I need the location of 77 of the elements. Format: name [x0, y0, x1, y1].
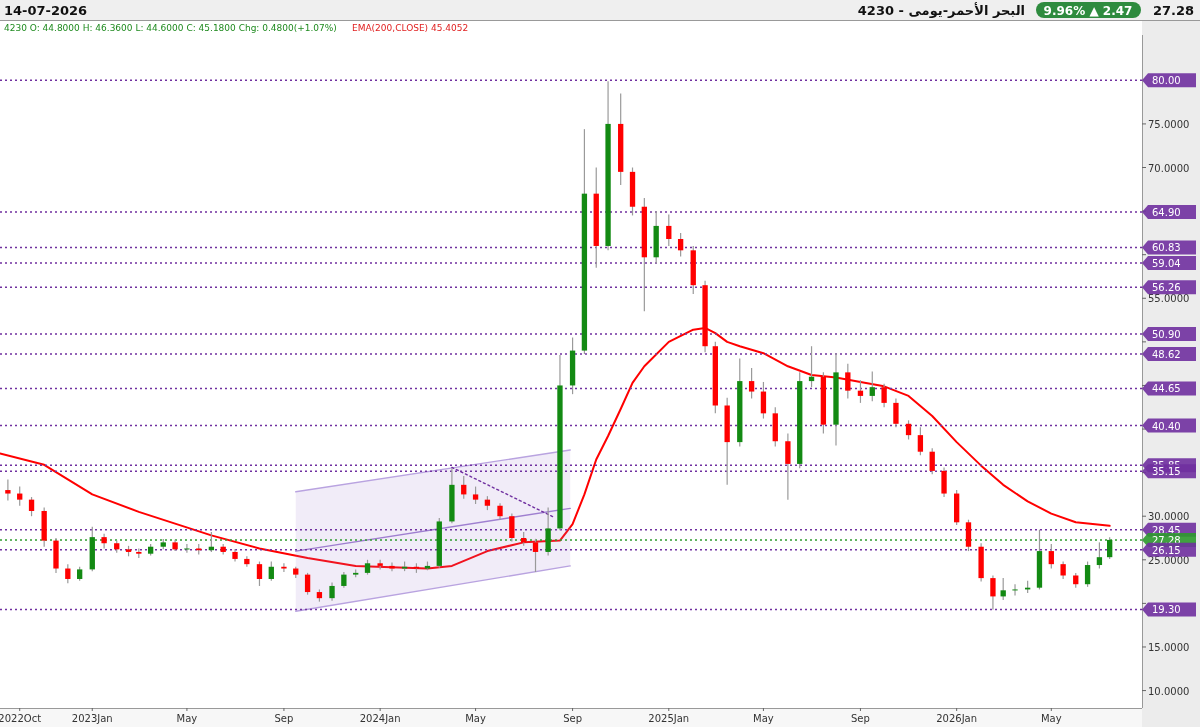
ref-label: 56.26 [1142, 280, 1196, 295]
candlestick [377, 559, 383, 570]
candlestick [785, 432, 791, 501]
ref-line-label: 64.90 [1152, 206, 1181, 218]
ref-label: 50.90 [1142, 327, 1196, 341]
candlestick [1048, 543, 1054, 570]
y-tick-label: 55.0000 [1148, 293, 1190, 305]
x-tick-label: Sep [563, 713, 583, 724]
x-tick-label: May [176, 713, 198, 724]
ref-line-label: 19.30 [1152, 604, 1181, 616]
candlestick [666, 213, 672, 247]
text: EMA(200,CLOSE) 45.4052 [352, 23, 469, 33]
candlestick [990, 574, 996, 611]
candlestick [1084, 560, 1091, 588]
candlestick [532, 538, 539, 573]
candlestick [304, 572, 311, 596]
text: 27.28 [1152, 3, 1194, 18]
candlestick [5, 479, 11, 502]
candlestick [28, 496, 35, 517]
x-tick-label: 2025Jan [648, 713, 690, 724]
candlestick [748, 367, 755, 400]
candlestick [184, 543, 190, 554]
candlestick [17, 485, 23, 507]
text: 4230 O: 44.8000 H: 46.3600 L: 44.6000 C: 45.1800 Chg: 0.4800(+1.07%) [4, 23, 337, 33]
candlestick [281, 562, 287, 573]
candlestick [389, 561, 395, 572]
y-tick-label: 30.0000 [1148, 511, 1190, 523]
x-tick-label: 2026Jan [936, 713, 978, 724]
candlestick [1012, 583, 1018, 597]
candlestick [509, 513, 515, 543]
x-tick-label: Sep [274, 713, 294, 724]
candlestick [244, 555, 250, 568]
candlestick [256, 560, 263, 587]
candlestick [929, 447, 935, 475]
candlestick [329, 581, 335, 602]
candlestick [881, 383, 887, 408]
ref-line-label: 56.26 [1152, 282, 1181, 294]
x-tick-label: Sep [851, 713, 870, 724]
candlestick [893, 397, 899, 428]
candlestick [1107, 536, 1113, 560]
ref-line-label: 40.40 [1152, 420, 1181, 432]
ref-label: 44.65 [1142, 381, 1196, 396]
candlestick [545, 506, 551, 557]
candlestick [1096, 541, 1103, 570]
candlestick [1000, 577, 1006, 601]
y-tick-label: 10.0000 [1148, 685, 1190, 697]
candlestick [917, 426, 924, 456]
change-badge: 9.96% ▲ 2.47 [1036, 2, 1141, 18]
ref-line-label: 59.04 [1152, 258, 1181, 270]
candlestick [760, 381, 767, 420]
x-tick-label: May [1040, 713, 1062, 724]
ref-line-label: 26.15 [1152, 544, 1181, 556]
candlestick [677, 232, 684, 258]
text: 14-07-2026 [4, 3, 88, 18]
candlestick [869, 370, 875, 402]
x-tick-label: 2024Jan [359, 713, 401, 724]
y-tick-label: 70.0000 [1148, 162, 1190, 174]
y-tick-label: 15.0000 [1148, 641, 1190, 653]
x-tick-label: May [465, 713, 486, 724]
x-tick-label: 2023Jan [71, 713, 113, 724]
ref-label: 59.04 [1142, 256, 1196, 271]
ref-label: 80.00 [1142, 73, 1196, 88]
candlestick [941, 466, 947, 498]
ref-line-label: 50.90 [1152, 329, 1181, 341]
candlestick [905, 419, 912, 441]
x-tick-label: May [753, 713, 774, 724]
candlestick [268, 560, 274, 582]
ref-line-label: 80.00 [1152, 75, 1181, 87]
y-tick-label: 25.0000 [1148, 554, 1190, 566]
candlestick [845, 363, 851, 400]
ref-label: 60.83 [1142, 240, 1196, 255]
ref-label: 19.30 [1142, 602, 1196, 617]
chart-title: البحر الأحمر-يومى - 4230 [857, 2, 1025, 18]
ref-line-label: 48.62 [1152, 348, 1181, 360]
ref-line-label: 60.83 [1152, 242, 1181, 254]
ref-line-label: 44.65 [1152, 383, 1181, 395]
y-tick-label: 75.0000 [1148, 118, 1190, 130]
